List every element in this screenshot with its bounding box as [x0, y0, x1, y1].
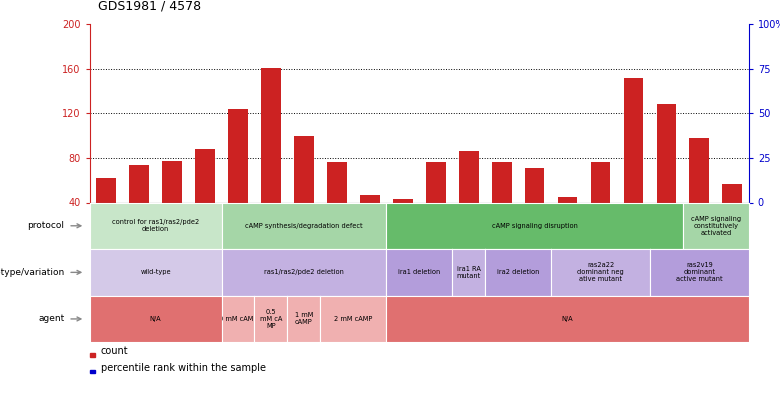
- Bar: [228, 109, 248, 247]
- Bar: [491, 162, 512, 247]
- Text: N/A: N/A: [150, 316, 161, 322]
- Bar: [129, 164, 149, 247]
- Text: genotype/variation: genotype/variation: [0, 268, 65, 277]
- Text: N/A: N/A: [562, 316, 573, 322]
- Bar: [459, 151, 479, 247]
- Bar: [360, 195, 380, 247]
- Text: 2 mM cAMP: 2 mM cAMP: [334, 316, 373, 322]
- Text: ira1 RA
mutant: ira1 RA mutant: [456, 266, 480, 279]
- Bar: [327, 162, 347, 247]
- Text: protocol: protocol: [27, 221, 65, 230]
- Text: wild-type: wild-type: [140, 269, 171, 275]
- Text: ras2v19
dominant
active mutant: ras2v19 dominant active mutant: [676, 262, 723, 282]
- Text: 0.5
mM cA
MP: 0.5 mM cA MP: [260, 309, 282, 329]
- Text: ira1 deletion: ira1 deletion: [398, 269, 441, 275]
- Bar: [96, 178, 116, 247]
- Bar: [558, 197, 577, 247]
- Bar: [393, 199, 413, 247]
- Text: cAMP synthesis/degradation defect: cAMP synthesis/degradation defect: [245, 223, 363, 229]
- Text: ras2a22
dominant neg
ative mutant: ras2a22 dominant neg ative mutant: [577, 262, 624, 282]
- Bar: [623, 78, 644, 247]
- Bar: [657, 104, 676, 247]
- Bar: [722, 183, 743, 247]
- Text: GDS1981 / 4578: GDS1981 / 4578: [98, 0, 200, 12]
- Text: 1 mM
cAMP: 1 mM cAMP: [295, 312, 313, 326]
- Text: ira2 deletion: ira2 deletion: [497, 269, 539, 275]
- Text: agent: agent: [38, 314, 65, 324]
- Bar: [294, 136, 314, 247]
- Text: cAMP signaling disruption: cAMP signaling disruption: [491, 223, 577, 229]
- Text: control for ras1/ras2/pde2
deletion: control for ras1/ras2/pde2 deletion: [112, 219, 199, 232]
- Bar: [426, 162, 445, 247]
- Bar: [90, 370, 94, 373]
- Text: percentile rank within the sample: percentile rank within the sample: [101, 363, 266, 373]
- Text: count: count: [101, 346, 128, 356]
- Text: ras1/ras2/pde2 deletion: ras1/ras2/pde2 deletion: [264, 269, 344, 275]
- Bar: [162, 161, 182, 247]
- Bar: [525, 168, 544, 247]
- Bar: [261, 68, 281, 247]
- Bar: [690, 138, 709, 247]
- Bar: [90, 353, 94, 356]
- Text: cAMP signaling
constitutively
activated: cAMP signaling constitutively activated: [691, 216, 741, 236]
- Bar: [195, 149, 215, 247]
- Text: 0 mM cAMP: 0 mM cAMP: [219, 316, 257, 322]
- Bar: [590, 162, 611, 247]
